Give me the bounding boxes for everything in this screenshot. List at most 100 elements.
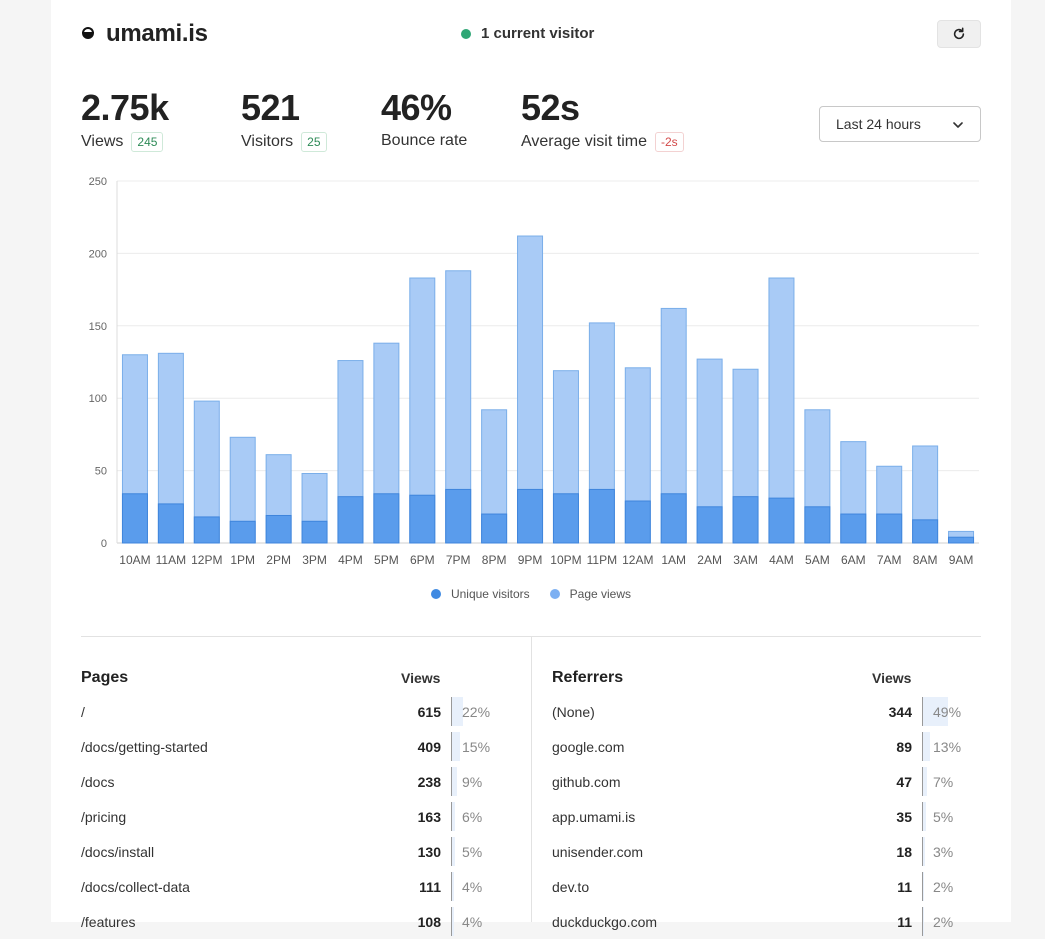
live-dot-icon: [461, 28, 471, 39]
table-row[interactable]: /docs/collect-data 111 4%: [81, 869, 501, 904]
bar-unique-visitors[interactable]: [481, 513, 508, 544]
row-label[interactable]: unisender.com: [552, 843, 644, 860]
bar-unique-visitors[interactable]: [301, 520, 328, 544]
row-percent-bar: [923, 802, 926, 831]
legend-item-unique-visitors[interactable]: Unique visitors: [430, 587, 530, 601]
bar-unique-visitors[interactable]: [265, 514, 292, 544]
row-percent-value: 3%: [933, 843, 954, 860]
row-label[interactable]: google.com: [552, 738, 625, 755]
row-views: 35: [896, 808, 912, 825]
row-label[interactable]: dev.to: [552, 878, 590, 895]
bar-unique-visitors[interactable]: [337, 496, 364, 544]
row-views: 18: [896, 843, 912, 860]
current-visitors-label: 1 current visitor: [481, 25, 595, 42]
table-row[interactable]: /pricing 163 6%: [81, 799, 501, 834]
bar-unique-visitors[interactable]: [732, 496, 759, 544]
x-tick-label: 8PM: [482, 553, 507, 567]
bar-unique-visitors[interactable]: [660, 493, 687, 544]
bar-unique-visitors[interactable]: [696, 506, 723, 544]
bar-unique-visitors[interactable]: [157, 503, 184, 544]
row-percent-bar: [452, 802, 455, 831]
referrers-table: Referrers Views (None) 344 49% google.com 89…: [552, 668, 972, 939]
row-percent: 49%: [922, 697, 972, 726]
row-percent-bar: [452, 872, 454, 901]
bar-unique-visitors[interactable]: [948, 536, 975, 544]
row-label[interactable]: /docs/collect-data: [81, 878, 190, 895]
row-percent-bar: [452, 837, 455, 866]
bar-unique-visitors[interactable]: [588, 488, 615, 544]
x-tick-label: 11AM: [156, 553, 186, 567]
table-row[interactable]: dev.to 11 2%: [552, 869, 972, 904]
brand-logo[interactable]: umami.is: [81, 20, 208, 48]
bar-unique-visitors[interactable]: [768, 497, 795, 544]
row-views: 111: [419, 878, 441, 895]
y-tick-label: 200: [89, 248, 107, 260]
table-row[interactable]: /docs/getting-started 409 15%: [81, 729, 501, 764]
table-row[interactable]: / 615 22%: [81, 694, 501, 729]
row-label[interactable]: /docs/getting-started: [81, 738, 208, 755]
metric-value: 2.75k: [81, 87, 169, 128]
row-label[interactable]: /docs: [81, 773, 115, 790]
row-percent-value: 6%: [462, 808, 483, 825]
metric-label: Bounce rate: [381, 132, 468, 149]
y-tick-label: 150: [89, 321, 107, 333]
bar-unique-visitors[interactable]: [409, 494, 436, 544]
row-percent: 3%: [922, 837, 972, 866]
bar-unique-visitors[interactable]: [229, 520, 256, 544]
bar-unique-visitors[interactable]: [804, 506, 831, 544]
row-views: 89: [896, 738, 912, 755]
row-percent-value: 22%: [462, 703, 491, 720]
table-row[interactable]: unisender.com 18 3%: [552, 834, 972, 869]
row-percent: 9%: [451, 767, 501, 796]
x-tick-label: 4AM: [769, 553, 794, 567]
row-views: 163: [417, 808, 441, 825]
pages-table: Pages Views / 615 22% /docs/getting-started…: [81, 668, 501, 939]
y-tick-label: 0: [101, 538, 107, 550]
x-tick-label: 1PM: [230, 553, 255, 567]
legend-item-page-views[interactable]: Page views: [549, 587, 631, 601]
x-tick-label: 7PM: [446, 553, 471, 567]
bar-unique-visitors[interactable]: [373, 493, 400, 544]
metric-label: Views: [81, 133, 124, 150]
row-label[interactable]: github.com: [552, 773, 621, 790]
table-row[interactable]: app.umami.is 35 5%: [552, 799, 972, 834]
table-row[interactable]: github.com 47 7%: [552, 764, 972, 799]
date-range-select[interactable]: Last 24 hours: [819, 106, 981, 142]
row-percent-value: 13%: [933, 738, 962, 755]
metric-views: 2.75k Views 245: [81, 88, 169, 152]
bar-unique-visitors[interactable]: [517, 488, 544, 544]
referrers-views-header: Views: [872, 670, 912, 686]
bar-unique-visitors[interactable]: [876, 513, 903, 544]
row-percent-bar: [923, 732, 930, 761]
row-label[interactable]: /: [81, 703, 85, 720]
bar-unique-visitors[interactable]: [840, 513, 867, 544]
row-label[interactable]: /pricing: [81, 808, 127, 825]
table-row[interactable]: /docs/install 130 5%: [81, 834, 501, 869]
x-tick-label: 12PM: [191, 553, 222, 567]
x-tick-label: 1AM: [661, 553, 686, 567]
row-label[interactable]: /docs/install: [81, 843, 155, 860]
x-tick-label: 6AM: [841, 553, 866, 567]
views-bar-chart: 0 50 100 150 200 250 10AM 11AM 12PM 1PM 2PM 3PM 4PM 5…: [89, 176, 979, 567]
column-divider: [531, 636, 532, 922]
table-row[interactable]: google.com 89 13%: [552, 729, 972, 764]
bar-unique-visitors[interactable]: [552, 493, 579, 544]
bar-unique-visitors[interactable]: [121, 493, 148, 544]
bar-unique-visitors[interactable]: [912, 519, 939, 544]
metric-label: Visitors: [241, 133, 294, 150]
refresh-button[interactable]: [937, 20, 981, 48]
referrers-title: Referrers: [552, 669, 624, 686]
date-range-value: Last 24 hours: [836, 116, 921, 132]
bar-unique-visitors[interactable]: [624, 500, 651, 544]
row-label[interactable]: app.umami.is: [552, 808, 636, 825]
row-views: 130: [417, 843, 441, 860]
table-row[interactable]: /docs 238 9%: [81, 764, 501, 799]
metric-change-badge: -2s: [654, 132, 684, 152]
x-tick-label: 8AM: [913, 553, 938, 567]
bar-unique-visitors[interactable]: [193, 516, 220, 544]
x-tick-label: 5PM: [374, 553, 399, 567]
row-label[interactable]: (None): [552, 703, 595, 720]
table-row[interactable]: (None) 344 49%: [552, 694, 972, 729]
bar-unique-visitors[interactable]: [445, 488, 472, 544]
x-tick-label: 2AM: [697, 553, 722, 567]
